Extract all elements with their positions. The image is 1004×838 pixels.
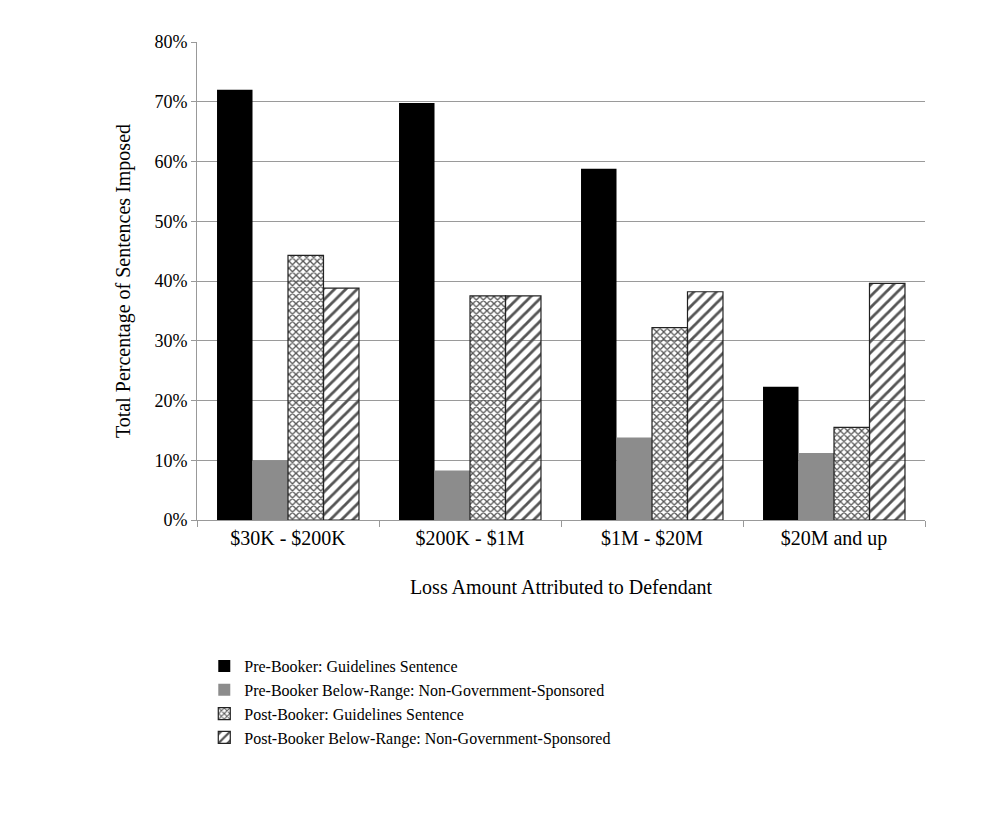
svg-text:$30K - $200K: $30K - $200K (230, 527, 346, 549)
svg-text:70%: 70% (154, 92, 187, 112)
svg-text:20%: 20% (154, 391, 187, 411)
svg-text:Post-Booker: Guidelines Senten: Post-Booker: Guidelines Sentence (244, 706, 464, 723)
svg-text:50%: 50% (154, 212, 187, 232)
svg-text:Total Percentage of Sentences: Total Percentage of Sentences Imposed (112, 124, 135, 438)
svg-text:40%: 40% (154, 271, 187, 291)
svg-text:$200K - $1M: $200K - $1M (416, 527, 525, 549)
svg-text:60%: 60% (154, 152, 187, 172)
svg-text:Pre-Booker: Guidelines Sentenc: Pre-Booker: Guidelines Sentence (244, 658, 457, 675)
svg-text:Pre-Booker Below-Range: Non-Go: Pre-Booker Below-Range: Non-Government-S… (244, 682, 604, 700)
svg-text:30%: 30% (154, 331, 187, 351)
svg-text:0%: 0% (163, 510, 187, 530)
svg-text:Loss Amount Attributed to Defe: Loss Amount Attributed to Defendant (410, 576, 713, 598)
svg-text:Post-Booker Below-Range: Non-G: Post-Booker Below-Range: Non-Government-… (244, 730, 610, 748)
svg-text:10%: 10% (154, 451, 187, 471)
svg-text:$1M - $20M: $1M - $20M (601, 527, 703, 549)
svg-text:$20M and up: $20M and up (781, 527, 888, 550)
svg-text:80%: 80% (154, 32, 187, 52)
